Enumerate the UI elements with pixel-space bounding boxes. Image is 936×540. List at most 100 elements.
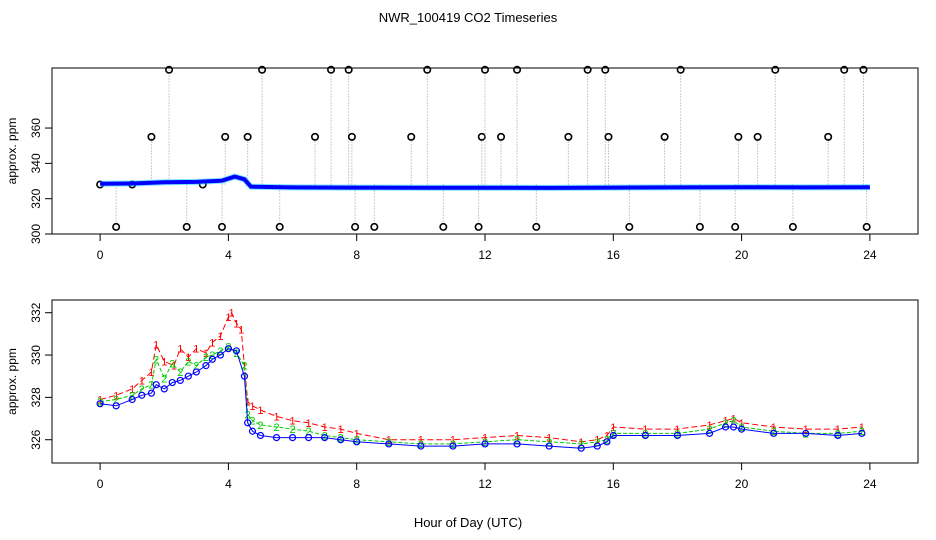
data-point [244, 419, 252, 427]
y-tick-label: 300 [29, 224, 43, 244]
data-point: 1 [322, 422, 328, 434]
data-point: 2 [185, 356, 191, 368]
data-point [788, 222, 797, 231]
data-point [347, 132, 356, 141]
data-point: 1 [306, 418, 312, 430]
series-line [100, 348, 862, 449]
data-point: 1 [604, 430, 610, 442]
x-tick-label: 16 [607, 477, 621, 491]
data-point: 1 [610, 422, 616, 434]
x-tick-label: 24 [863, 248, 877, 262]
data-point [577, 444, 585, 452]
data-point [243, 132, 252, 141]
data-point [337, 436, 345, 444]
data-point [165, 65, 174, 74]
data-point: 1 [161, 356, 167, 368]
data-point: 1 [171, 361, 177, 373]
data-point: 2 [739, 422, 745, 434]
data-point: 2 [482, 437, 488, 449]
data-point: 2 [113, 394, 119, 406]
y-tick-label: 330 [29, 345, 43, 365]
data-point [248, 427, 257, 435]
x-tick-label: 24 [863, 477, 877, 491]
data-point: 2 [322, 430, 328, 442]
data-point [862, 222, 871, 231]
data-point [217, 222, 226, 231]
data-point [240, 372, 249, 380]
data-point: 1 [739, 418, 745, 430]
data-point [859, 65, 868, 74]
data-point: 1 [241, 361, 247, 373]
data-point: 1 [148, 367, 154, 379]
data-point [449, 442, 457, 450]
data-point: 2 [257, 420, 263, 432]
data-point [497, 132, 506, 141]
data-point [311, 132, 320, 141]
data-point: 2 [859, 426, 865, 438]
data-point: 1 [229, 308, 235, 320]
data-point [564, 132, 573, 141]
data-point [224, 345, 233, 353]
data-point [288, 433, 297, 442]
series-line [99, 311, 862, 443]
data-point [474, 222, 483, 231]
data-point [407, 132, 416, 141]
data-point [304, 433, 313, 442]
data-point: 1 [249, 401, 255, 413]
data-point: 2 [193, 361, 199, 373]
data-point: 2 [289, 424, 295, 436]
data-point [513, 65, 522, 74]
y-axis-label: approx. ppm [5, 118, 19, 185]
y-tick-label: 360 [29, 118, 43, 138]
data-point [771, 65, 780, 74]
data-point: 2 [604, 435, 610, 447]
data-point: 2 [338, 433, 344, 445]
data-point: 2 [273, 422, 279, 434]
top-panel: 0 4 8 12 16 20 24 300 320 340 360 approx. ppm [5, 65, 919, 262]
chart-title: NWR_100419 CO2 Timeseries [378, 10, 558, 25]
data-point [753, 132, 762, 141]
data-point: 1 [129, 384, 135, 396]
data-point: 2 [169, 359, 175, 371]
data-point [770, 429, 778, 437]
y-tick-label: 320 [29, 188, 43, 208]
y-tick-label: 332 [29, 302, 43, 322]
data-point: 2 [306, 426, 312, 438]
data-point: 1 [185, 352, 191, 364]
x-tick-label: 12 [478, 248, 492, 262]
data-point [673, 431, 682, 440]
data-point: 2 [450, 439, 456, 451]
data-point: 1 [859, 422, 865, 434]
data-point: 2 [203, 352, 209, 364]
data-point [256, 431, 265, 440]
data-point [128, 395, 136, 404]
data-point: 1 [273, 411, 279, 423]
data-point: 1 [113, 390, 119, 402]
data-point [802, 429, 810, 437]
data-point [216, 351, 224, 359]
data-point [370, 222, 379, 231]
data-point: 1 [153, 339, 159, 351]
x-tick-label: 4 [225, 477, 232, 491]
x-tick-label: 12 [478, 477, 492, 491]
data-point [152, 381, 160, 389]
data-point [604, 132, 613, 141]
data-point: 2 [249, 416, 255, 428]
data-point [601, 65, 610, 74]
x-axis-label: Hour of Day (UTC) [413, 515, 523, 530]
data-point [351, 222, 360, 231]
data-point [439, 222, 448, 231]
data-point: 1 [193, 344, 199, 356]
data-point [737, 425, 746, 433]
series-line [100, 174, 870, 190]
data-point: 1 [209, 337, 215, 349]
data-point: 1 [139, 375, 145, 387]
data-point [609, 431, 617, 440]
data-point [660, 132, 669, 141]
data-point [221, 132, 230, 141]
data-point [545, 442, 553, 450]
data-point [147, 132, 156, 141]
data-point [147, 389, 156, 397]
data-point: 1 [289, 416, 295, 428]
